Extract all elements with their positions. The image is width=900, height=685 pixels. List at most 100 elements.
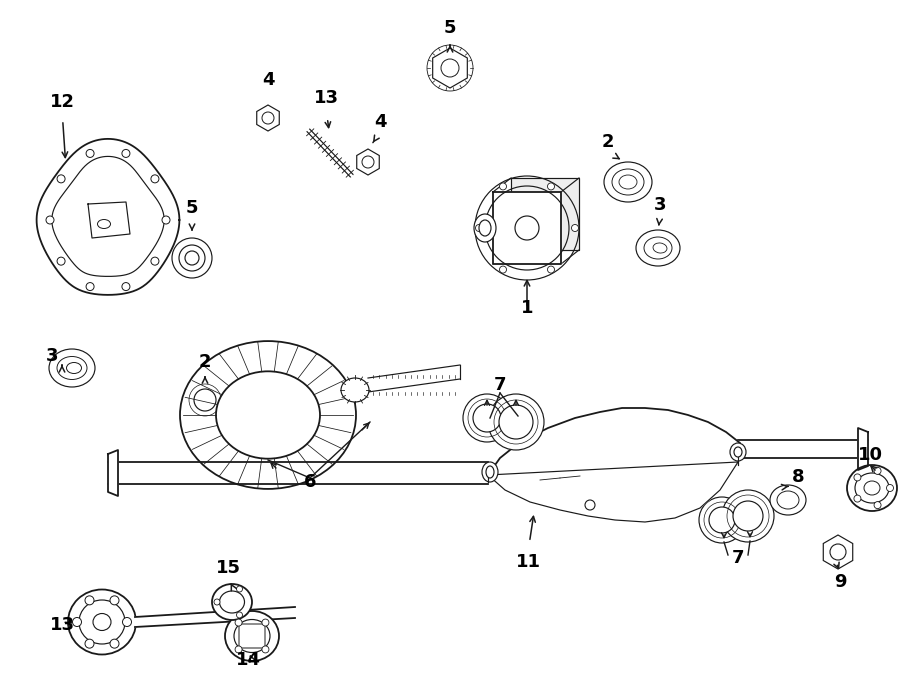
Polygon shape: [368, 365, 460, 392]
Polygon shape: [328, 152, 335, 158]
Text: 5: 5: [444, 19, 456, 37]
Circle shape: [709, 507, 735, 533]
Text: 10: 10: [858, 446, 883, 464]
Ellipse shape: [653, 243, 667, 253]
Circle shape: [151, 175, 159, 183]
Circle shape: [874, 501, 881, 509]
Ellipse shape: [482, 462, 498, 482]
Polygon shape: [310, 133, 317, 138]
Circle shape: [86, 283, 94, 290]
Circle shape: [500, 183, 507, 190]
Ellipse shape: [636, 230, 680, 266]
Ellipse shape: [341, 378, 369, 402]
Circle shape: [262, 112, 274, 124]
Text: 1: 1: [521, 299, 533, 317]
Circle shape: [585, 500, 595, 510]
Ellipse shape: [216, 371, 320, 459]
Circle shape: [85, 639, 94, 648]
Polygon shape: [321, 145, 328, 150]
Polygon shape: [824, 535, 852, 569]
Circle shape: [179, 245, 205, 271]
Ellipse shape: [730, 443, 746, 461]
Text: 11: 11: [516, 553, 541, 571]
Circle shape: [572, 225, 579, 232]
Circle shape: [151, 257, 159, 265]
Ellipse shape: [604, 162, 652, 202]
Ellipse shape: [619, 175, 637, 189]
Circle shape: [874, 467, 881, 475]
Circle shape: [85, 596, 94, 605]
Ellipse shape: [474, 214, 496, 242]
Polygon shape: [333, 155, 338, 162]
Ellipse shape: [770, 485, 806, 515]
Text: 13: 13: [313, 89, 338, 107]
Circle shape: [500, 266, 507, 273]
Ellipse shape: [855, 473, 889, 503]
Circle shape: [854, 474, 861, 481]
Circle shape: [46, 216, 54, 224]
Ellipse shape: [864, 481, 880, 495]
Circle shape: [699, 497, 745, 543]
Ellipse shape: [479, 220, 491, 236]
Circle shape: [237, 586, 242, 592]
Polygon shape: [344, 167, 349, 173]
Text: 2: 2: [602, 133, 614, 151]
Polygon shape: [256, 105, 279, 131]
Text: 12: 12: [50, 93, 75, 111]
Polygon shape: [488, 462, 738, 522]
Text: 4: 4: [262, 71, 274, 89]
Text: 6: 6: [304, 473, 316, 491]
FancyBboxPatch shape: [239, 624, 265, 648]
Polygon shape: [356, 149, 379, 175]
Polygon shape: [493, 192, 561, 264]
Circle shape: [830, 544, 846, 560]
Polygon shape: [325, 148, 331, 154]
Circle shape: [122, 149, 130, 158]
Ellipse shape: [49, 349, 95, 387]
Circle shape: [122, 283, 130, 290]
Ellipse shape: [225, 611, 279, 661]
Circle shape: [214, 599, 220, 605]
Polygon shape: [108, 462, 488, 484]
Text: 4: 4: [374, 113, 386, 131]
Circle shape: [547, 266, 554, 273]
Polygon shape: [347, 171, 353, 177]
Circle shape: [362, 156, 374, 168]
Circle shape: [73, 617, 82, 627]
Circle shape: [262, 619, 269, 626]
Ellipse shape: [612, 169, 644, 195]
Circle shape: [262, 646, 269, 653]
Circle shape: [463, 394, 511, 442]
Circle shape: [185, 251, 199, 265]
Polygon shape: [738, 440, 868, 458]
Text: 3: 3: [46, 347, 58, 365]
Text: 14: 14: [236, 651, 260, 669]
Circle shape: [547, 183, 554, 190]
Polygon shape: [511, 178, 579, 250]
Circle shape: [499, 405, 533, 439]
Text: 3: 3: [653, 196, 666, 214]
Text: 8: 8: [792, 468, 805, 486]
Circle shape: [110, 639, 119, 648]
Circle shape: [57, 257, 65, 265]
Ellipse shape: [212, 584, 252, 620]
Polygon shape: [135, 607, 295, 627]
Polygon shape: [314, 136, 320, 142]
Ellipse shape: [220, 591, 245, 613]
Ellipse shape: [97, 219, 111, 229]
Circle shape: [237, 612, 242, 618]
Circle shape: [473, 404, 501, 432]
Circle shape: [110, 596, 119, 605]
Circle shape: [162, 216, 170, 224]
Ellipse shape: [79, 600, 125, 644]
Polygon shape: [318, 140, 324, 147]
Ellipse shape: [93, 614, 111, 630]
Circle shape: [733, 501, 763, 531]
Ellipse shape: [180, 341, 356, 489]
Circle shape: [886, 484, 894, 492]
Circle shape: [515, 216, 539, 240]
Circle shape: [122, 617, 131, 627]
Circle shape: [172, 238, 212, 278]
Circle shape: [235, 646, 242, 653]
Circle shape: [194, 389, 216, 411]
